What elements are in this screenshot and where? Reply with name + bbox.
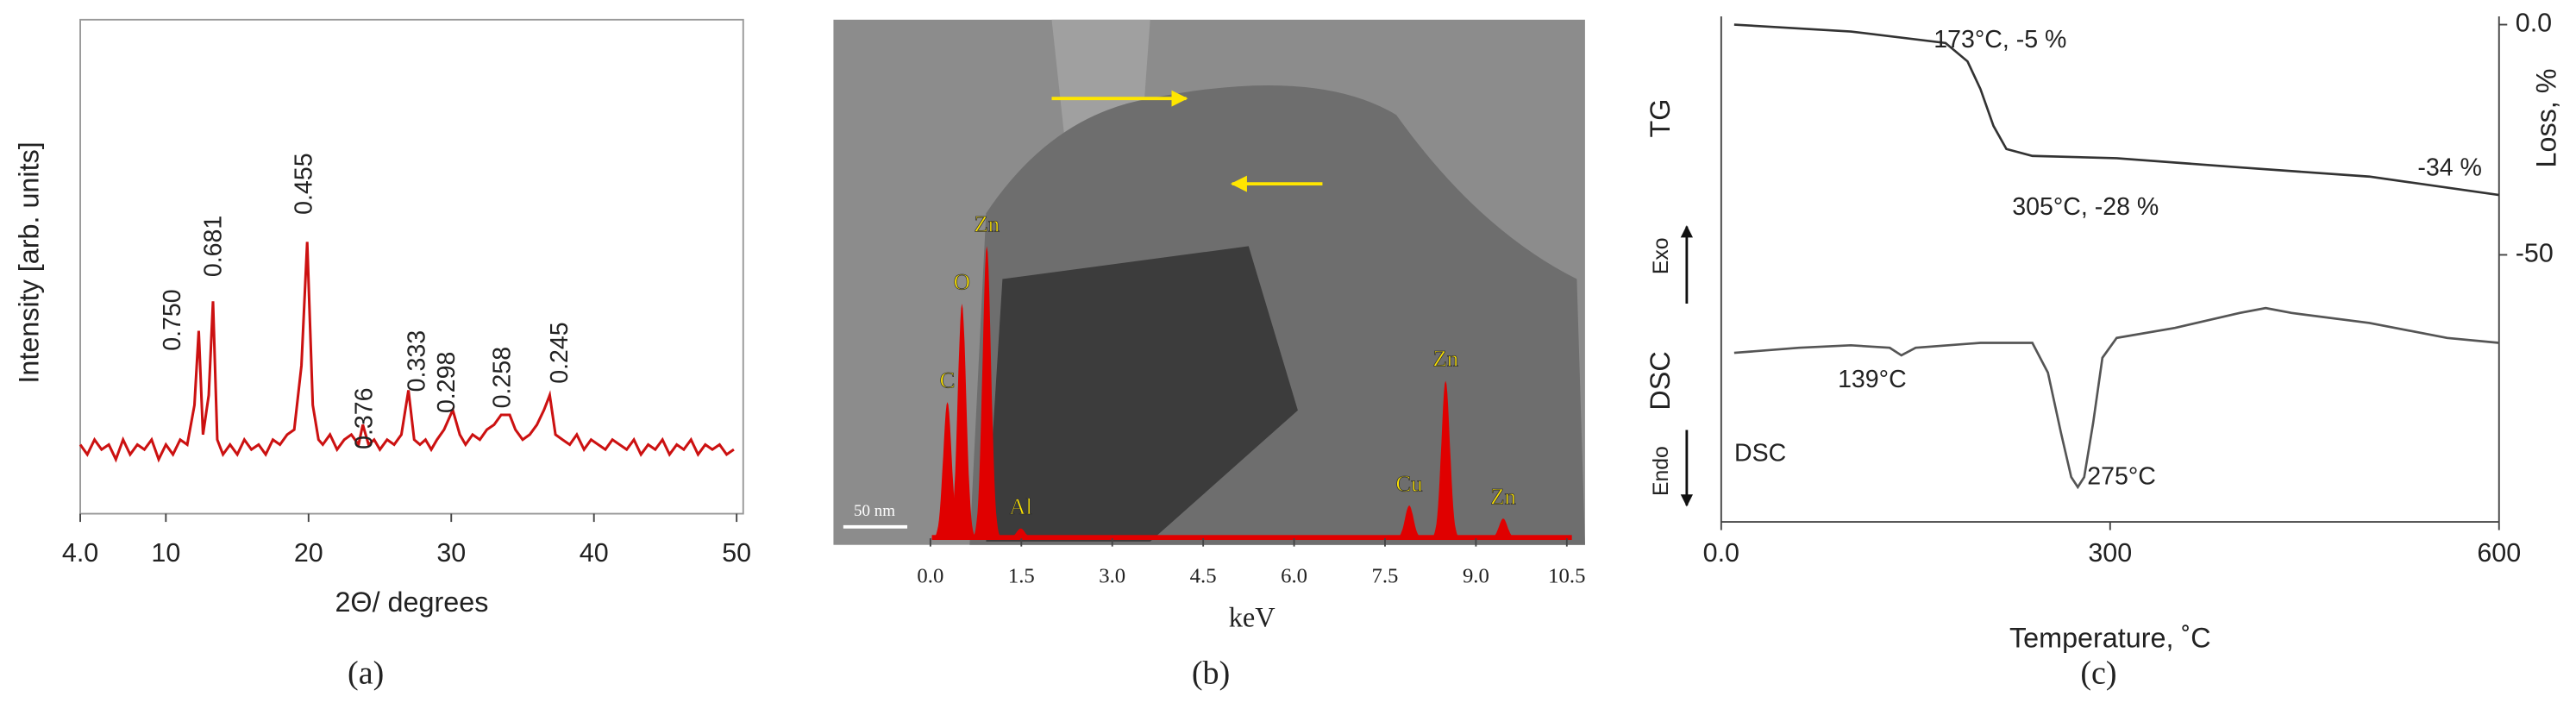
annotation: -34 % (2417, 154, 2482, 182)
peak (1392, 505, 1426, 539)
x-axis-label: Temperature, ˚C (2009, 623, 2211, 654)
x-tick-label: 40 (580, 538, 609, 568)
x-axis-label: 2Θ/ degrees (335, 587, 488, 618)
annotation: 173°C, -5 % (1934, 26, 2066, 53)
x-tick-label: 50 (722, 538, 751, 568)
y-axis-label: Intensity [arb. units] (14, 141, 45, 383)
scale-bar-label: 50 nm (854, 502, 895, 520)
x-tick-label: 9.0 (1463, 564, 1489, 587)
x-tick-label: 0.0 (917, 564, 943, 587)
peak-label: O (954, 268, 970, 294)
endo-label: Endo (1650, 446, 1673, 496)
line (1733, 23, 2499, 197)
dark-region (986, 246, 1298, 542)
peak (969, 246, 1004, 538)
series-label: DSC (1645, 351, 1676, 410)
peak-label: C (940, 367, 956, 392)
series-label: TG (1645, 99, 1676, 138)
annotation: 0.376 (351, 388, 379, 449)
annotation: 0.455 (290, 153, 317, 214)
annotation: 139°C (1838, 366, 1907, 393)
peak (944, 304, 980, 539)
x-tick-label: 600 (2477, 538, 2521, 568)
x-tick-label: 30 (436, 538, 466, 568)
x-tick-label: 4.5 (1190, 564, 1217, 587)
peak-label: Zn (974, 211, 1000, 237)
peak-label: Zn (1490, 484, 1516, 510)
line (1733, 306, 2499, 490)
panel-label: (b) (1192, 656, 1230, 692)
annotation: 305°C, -28 % (2012, 193, 2159, 221)
annotation: 275°C (2087, 462, 2156, 490)
peak (930, 402, 965, 539)
peak (1486, 518, 1520, 539)
x-tick-label: 20 (294, 538, 323, 568)
x-tick-label: 10 (151, 538, 180, 568)
series-label: DSC (1734, 440, 1786, 467)
x-tick-label: 4.0 (62, 538, 98, 568)
x-tick-label: 300 (2088, 538, 2132, 568)
exo-label: Exo (1650, 238, 1673, 275)
line (78, 242, 735, 463)
x-tick-label: 3.0 (1099, 564, 1125, 587)
x-tick-label: 10.5 (1548, 564, 1585, 587)
x-tick-label: 1.5 (1008, 564, 1035, 587)
peak-label: Cu (1396, 470, 1423, 496)
peak-label: Zn (1432, 346, 1458, 372)
y2-tick-label: 0.0 (2516, 9, 2552, 38)
panel-label: (c) (2080, 656, 2116, 692)
annotation: 0.245 (546, 322, 573, 383)
annotation: 0.333 (404, 330, 431, 392)
peak (1003, 528, 1038, 539)
peak (1428, 380, 1463, 539)
x-tick-label: 0.0 (1703, 538, 1739, 568)
x-tick-label: 7.5 (1372, 564, 1399, 587)
plot-frame (79, 18, 744, 515)
baseline (931, 535, 1572, 541)
panel-label: (a) (348, 656, 384, 692)
x-axis-label: keV (1229, 602, 1275, 633)
annotation: 0.258 (489, 347, 517, 408)
y2-tick-label: -50 (2516, 239, 2554, 268)
annotation: 0.750 (159, 289, 186, 350)
annotation: 0.298 (433, 352, 461, 413)
y2-axis-label: Loss, % (2530, 68, 2561, 167)
annotation: 0.681 (200, 216, 228, 277)
x-tick-label: 6.0 (1281, 564, 1307, 587)
peak-label: Al (1009, 493, 1032, 519)
